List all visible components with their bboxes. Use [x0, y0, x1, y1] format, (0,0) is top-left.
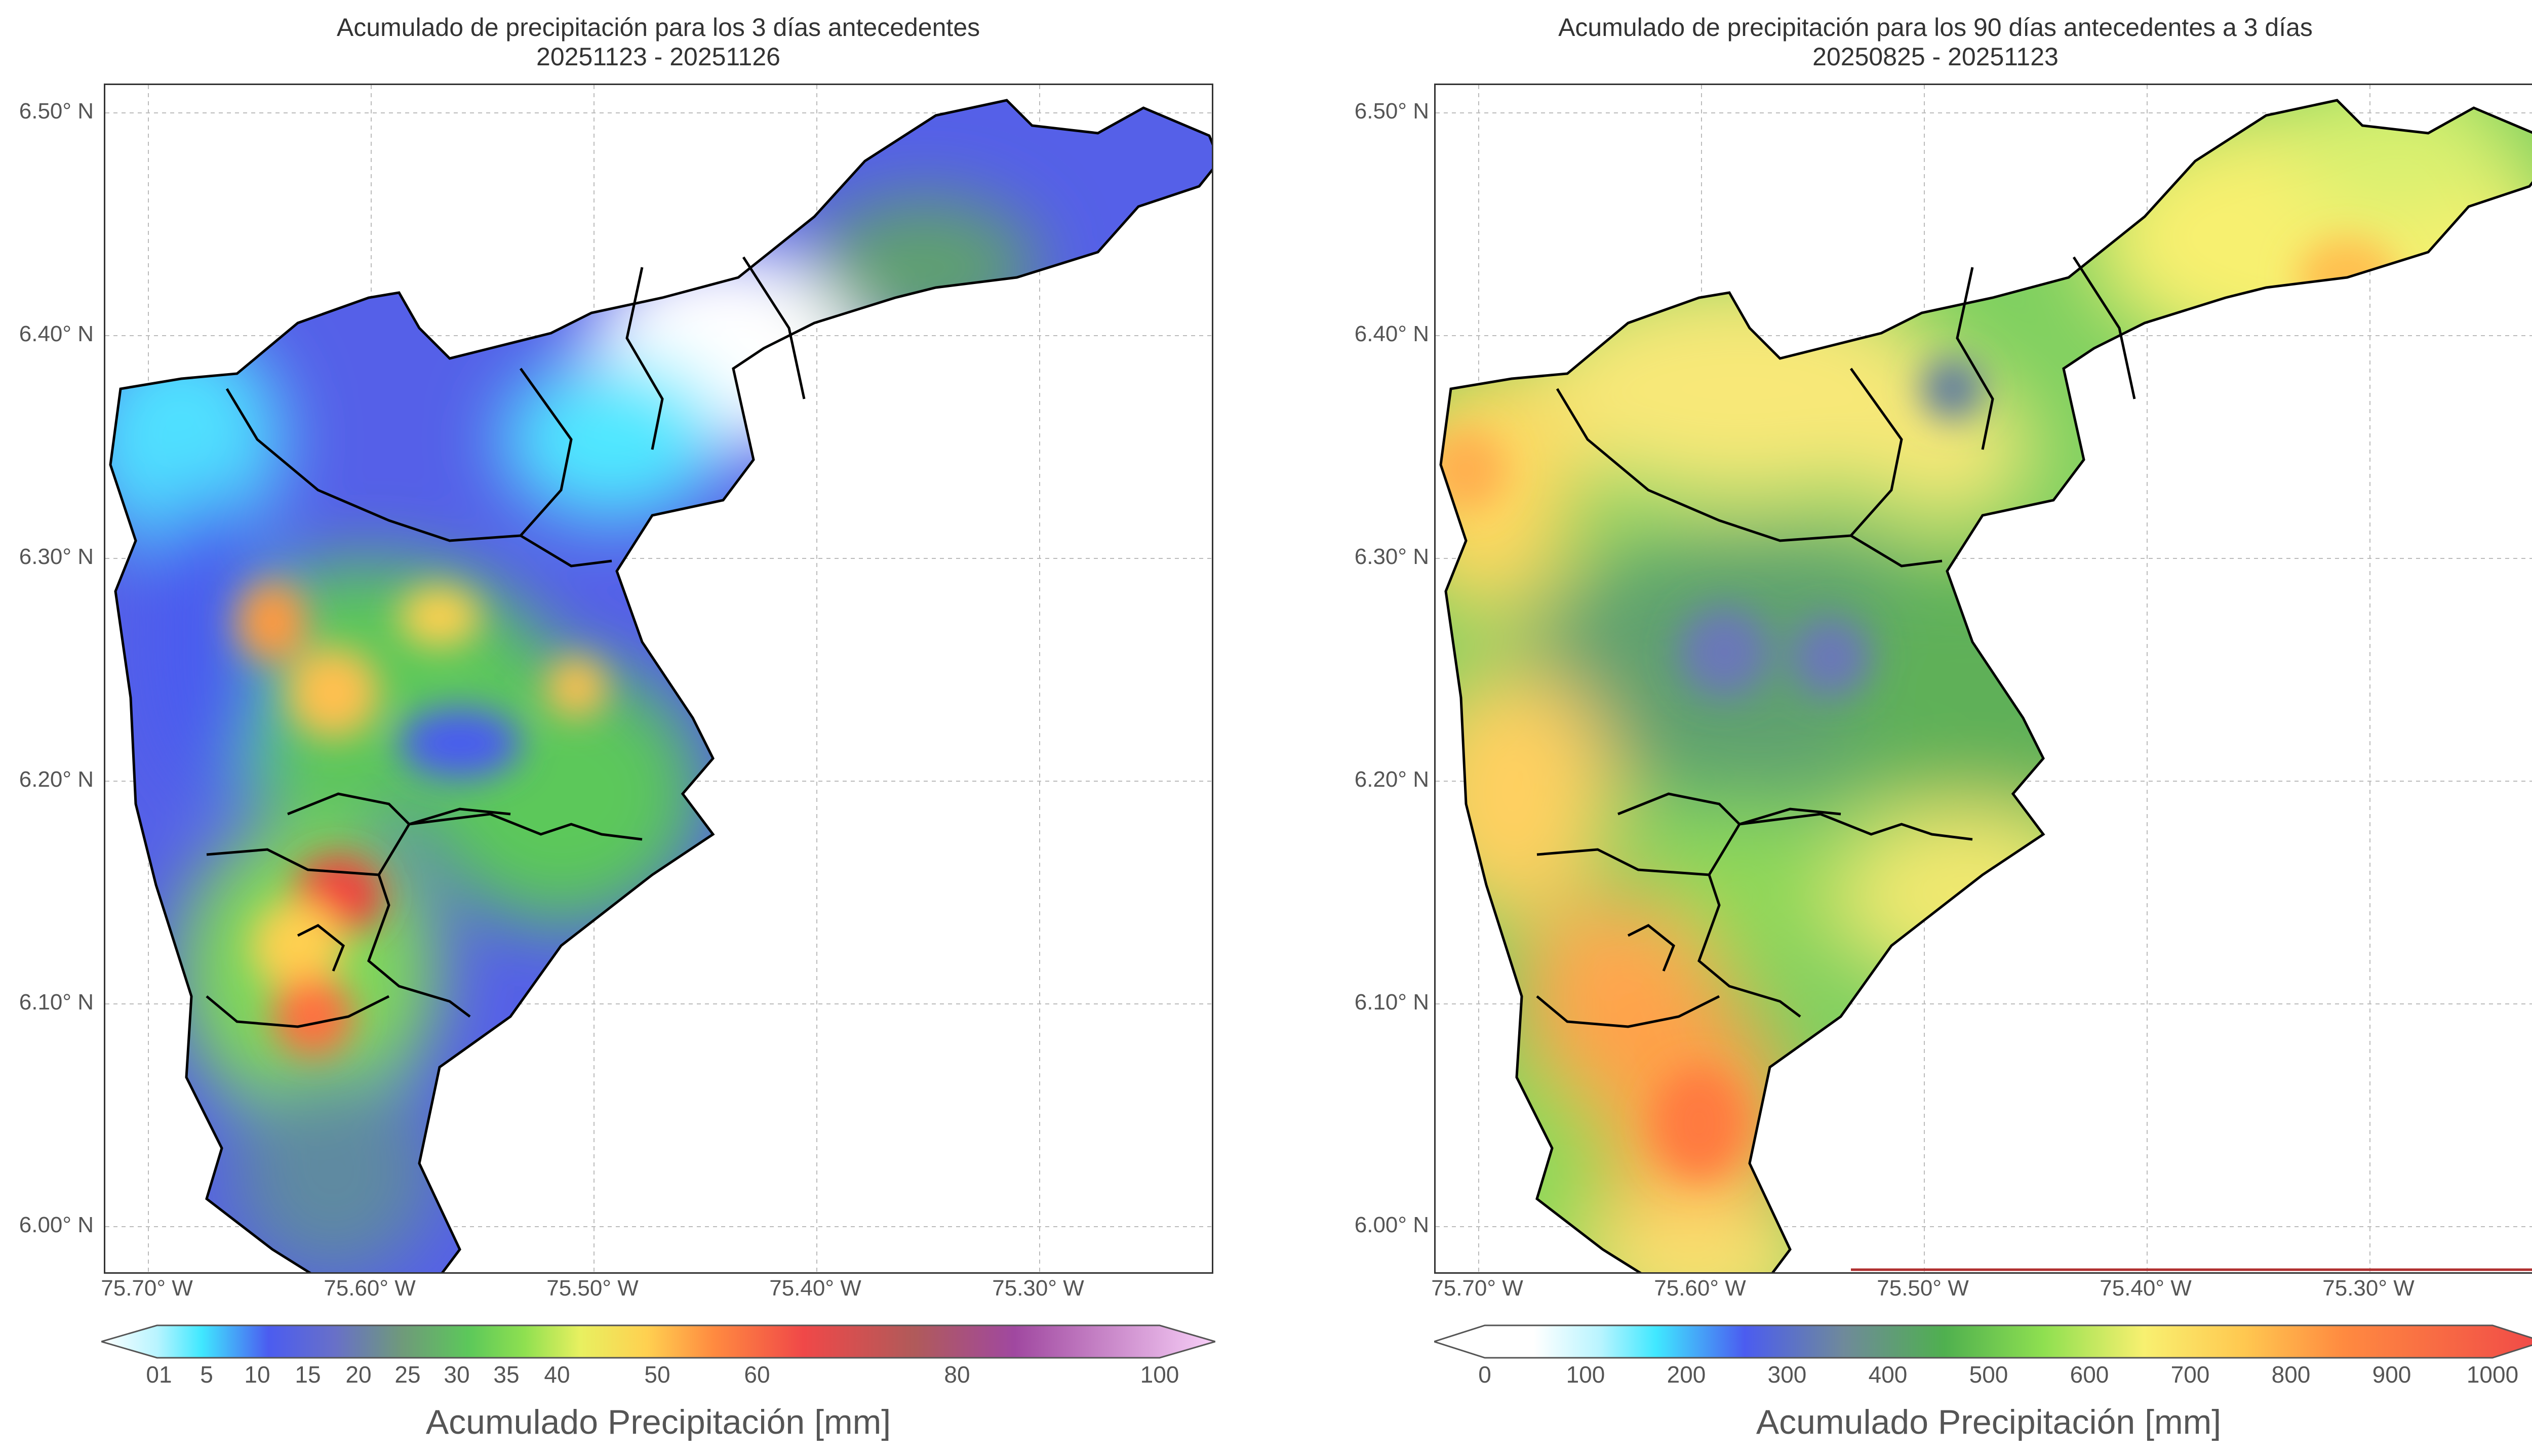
- precip-field: [110, 100, 1212, 1272]
- colorbar-tick: 900: [2372, 1361, 2411, 1388]
- x-tick: 75.70° W: [1431, 1276, 1523, 1301]
- map-panel-3day: Acumulado de precipitación para los 3 dí…: [19, 13, 1218, 1453]
- colorbar-tick: 15: [295, 1361, 321, 1388]
- colorbar-tick: 100: [1140, 1361, 1179, 1388]
- x-tick: 75.50° W: [546, 1276, 639, 1301]
- y-tick: 6.20° N: [19, 767, 94, 792]
- y-tick: 6.00° N: [1354, 1212, 1429, 1237]
- map-title: Acumulado de precipitación para los 3 dí…: [101, 13, 1215, 71]
- x-tick: 75.50° W: [1877, 1276, 1969, 1301]
- colorbar-label: Acumulado Precipitación [mm]: [425, 1403, 891, 1441]
- colorbar-gradient: [1432, 1324, 2532, 1359]
- map-frame: [104, 84, 1213, 1274]
- municipal-boundaries: [1441, 100, 2532, 1272]
- y-tick: 6.10° N: [1354, 990, 1429, 1015]
- colorbar-tick: 0: [1478, 1361, 1491, 1388]
- colorbar-tick: 25: [394, 1361, 421, 1388]
- colorbar-tick: 600: [2070, 1361, 2109, 1388]
- colorbar-tick: 01: [146, 1361, 172, 1388]
- x-tick: 75.30° W: [992, 1276, 1084, 1301]
- colorbar-tick: 200: [1667, 1361, 1706, 1388]
- colorbar: 01 5 10 15 20 25 30 35 40 50 60 80 100 A…: [98, 1321, 1218, 1453]
- colorbar-gradient: [98, 1324, 1218, 1359]
- x-tick: 75.60° W: [324, 1276, 416, 1301]
- y-tick: 6.10° N: [19, 990, 94, 1015]
- precip-map-3day: [105, 85, 1212, 1272]
- map-title-line1: Acumulado de precipitación para los 90 d…: [1558, 13, 2313, 42]
- colorbar-tick: 80: [944, 1361, 970, 1388]
- map-title-line2: 20251123 - 20251126: [536, 43, 780, 71]
- y-tick: 6.40° N: [19, 321, 94, 346]
- precip-map-90day: [1436, 85, 2532, 1272]
- colorbar-tick: 700: [2170, 1361, 2210, 1388]
- y-tick: 6.50° N: [19, 99, 94, 124]
- colorbar-tick: 400: [1868, 1361, 1908, 1388]
- map-title-line1: Acumulado de precipitación para los 3 dí…: [336, 13, 980, 42]
- colorbar-tick: 35: [493, 1361, 520, 1388]
- map-frame: [1434, 84, 2532, 1274]
- x-tick: 75.60° W: [1654, 1276, 1746, 1301]
- y-tick: 6.30° N: [1354, 544, 1429, 569]
- x-tick: 75.30° W: [2322, 1276, 2415, 1301]
- colorbar-tick: 300: [1767, 1361, 1807, 1388]
- municipal-boundaries: [110, 100, 1212, 1272]
- y-tick: 6.20° N: [1354, 767, 1429, 792]
- colorbar-tick: 60: [744, 1361, 770, 1388]
- colorbar-tick: 30: [444, 1361, 470, 1388]
- map-title-line2: 20250825 - 20251123: [1812, 43, 2059, 71]
- x-tick: 75.40° W: [769, 1276, 861, 1301]
- colorbar-tick: 5: [200, 1361, 213, 1388]
- colorbar-tick: 500: [1969, 1361, 2008, 1388]
- y-tick: 6.50° N: [1354, 99, 1429, 124]
- precip-field: [1441, 100, 2532, 1272]
- colorbar-tick: 20: [345, 1361, 372, 1388]
- colorbar-tick: 800: [2271, 1361, 2311, 1388]
- map-panel-90day: Acumulado de precipitación para los 90 d…: [1277, 0, 2532, 1456]
- colorbar-tick: 40: [544, 1361, 570, 1388]
- colorbar-tick: 1000: [2466, 1361, 2519, 1388]
- colorbar-tick: 100: [1566, 1361, 1605, 1388]
- colorbar: 0 100 200 300 400 500 600 700 800 900 10…: [1432, 1321, 2532, 1453]
- colorbar-tick: 10: [244, 1361, 270, 1388]
- x-tick: 75.40° W: [2100, 1276, 2192, 1301]
- x-tick: 75.70° W: [101, 1276, 193, 1301]
- map-title: Acumulado de precipitación para los 90 d…: [1378, 13, 2493, 71]
- colorbar-tick: 50: [644, 1361, 670, 1388]
- y-tick: 6.30° N: [19, 544, 94, 569]
- y-tick: 6.00° N: [19, 1212, 94, 1237]
- colorbar-label: Acumulado Precipitación [mm]: [1756, 1403, 2222, 1441]
- y-tick: 6.40° N: [1354, 321, 1429, 346]
